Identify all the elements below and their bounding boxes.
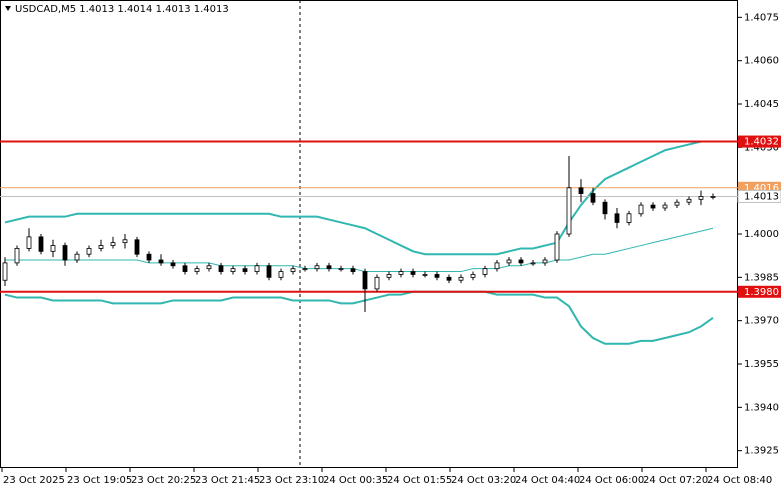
menu-arrow[interactable] — [5, 6, 11, 11]
candle-body — [698, 196, 704, 200]
candle-body — [302, 268, 308, 271]
candle-body — [638, 204, 644, 215]
x-tick-label: 24 Oct 06:00 — [579, 475, 644, 486]
candle-body — [134, 239, 140, 255]
candle-body — [674, 201, 680, 206]
candle-body — [518, 259, 524, 264]
level-label: 1.3980 — [744, 287, 779, 298]
candle-body — [326, 265, 332, 270]
y-tick-label: 1.3940 — [744, 402, 779, 413]
candle-body — [122, 239, 128, 244]
candle-body — [470, 274, 476, 278]
x-tick-label: 24 Oct 00:35 — [323, 475, 388, 486]
y-tick-label: 1.3925 — [744, 446, 779, 457]
candle-body — [218, 265, 224, 272]
candle-body — [62, 245, 68, 261]
y-tick-label: 1.3970 — [744, 316, 779, 327]
level-label: 1.4016 — [744, 183, 779, 194]
candle-body — [482, 268, 488, 275]
level-tag — [738, 135, 781, 148]
candle-body — [2, 262, 8, 281]
candle-body — [374, 276, 380, 290]
candle-body — [530, 262, 536, 265]
candle-body — [446, 276, 452, 281]
candle-body — [542, 259, 548, 264]
y-tick-label: 1.3955 — [744, 359, 779, 370]
level-label: 1.4032 — [744, 137, 779, 148]
x-tick-label: 23 Oct 19:05 — [67, 475, 132, 486]
bollinger-middle — [5, 227, 714, 273]
candle-body — [158, 259, 164, 264]
candle-body — [494, 262, 500, 270]
candle-body — [626, 213, 632, 223]
y-tick-label: 1.4045 — [744, 99, 779, 110]
candle-body — [554, 233, 560, 261]
candle-body — [362, 271, 368, 290]
chart-title: USDCAD,M5 1.4013 1.4014 1.4013 1.4013 — [15, 4, 229, 15]
candle-body — [710, 196, 716, 198]
candle-body — [386, 274, 392, 278]
candle-body — [74, 253, 80, 261]
candle-body — [458, 276, 464, 281]
candle-body — [242, 268, 248, 272]
level-tag — [738, 285, 781, 298]
candle-body — [50, 245, 56, 252]
candle-body — [434, 274, 440, 278]
candle-body — [662, 204, 668, 209]
candle-body — [110, 242, 116, 246]
candle-body — [398, 271, 404, 275]
y-tick-label: 1.4060 — [744, 56, 779, 67]
y-tick-label: 1.4075 — [744, 12, 779, 23]
x-tick-label: 23 Oct 21:45 — [195, 475, 260, 486]
y-tick-label: 1.4030 — [744, 142, 779, 153]
candle-body — [170, 262, 176, 267]
candle-body — [566, 187, 572, 235]
bollinger-lower — [4, 290, 714, 345]
candle-body — [230, 268, 236, 272]
plot-frame — [0, 0, 738, 468]
y-tick-label: 1.3985 — [744, 272, 779, 283]
candle-body — [650, 204, 656, 209]
x-tick-label: 24 Oct 07:20 — [643, 475, 708, 486]
candle-body — [26, 236, 32, 249]
candle-body — [590, 193, 596, 203]
candle-body — [278, 271, 284, 278]
candle-body — [602, 201, 608, 215]
candle-body — [290, 268, 296, 272]
x-tick-label: 23 Oct 20:25 — [131, 475, 196, 486]
x-tick-label: 23 Oct 23:10 — [259, 475, 324, 486]
current-price-label: 1.4013 — [744, 191, 779, 202]
candle-body — [206, 265, 212, 270]
candle-body — [422, 274, 428, 276]
candle-body — [194, 268, 200, 272]
x-tick-label: 24 Oct 04:40 — [515, 475, 580, 486]
candle-body — [578, 187, 584, 194]
candle-body — [14, 248, 20, 264]
candle-body — [182, 265, 188, 272]
candle-body — [506, 259, 512, 264]
candle-body — [338, 268, 344, 271]
x-tick-label: 23 Oct 2025 — [3, 475, 65, 486]
x-tick-label: 24 Oct 01:55 — [387, 475, 452, 486]
x-tick-label: 24 Oct 08:40 — [707, 475, 772, 486]
bollinger-upper — [4, 140, 702, 256]
current-price-tag — [737, 189, 781, 203]
candle-body — [86, 248, 92, 255]
candle-body — [614, 213, 620, 223]
candle-body — [410, 271, 416, 275]
candle-body — [686, 198, 692, 203]
x-tick-label: 24 Oct 03:20 — [451, 475, 516, 486]
candle-body — [266, 265, 272, 278]
candle-body — [314, 265, 320, 270]
y-tick-label: 1.4000 — [744, 229, 779, 240]
candle-body — [254, 265, 260, 272]
candle-body — [98, 245, 104, 249]
candle-body — [350, 268, 356, 272]
candle-body — [38, 236, 44, 252]
candle-body — [146, 253, 152, 261]
